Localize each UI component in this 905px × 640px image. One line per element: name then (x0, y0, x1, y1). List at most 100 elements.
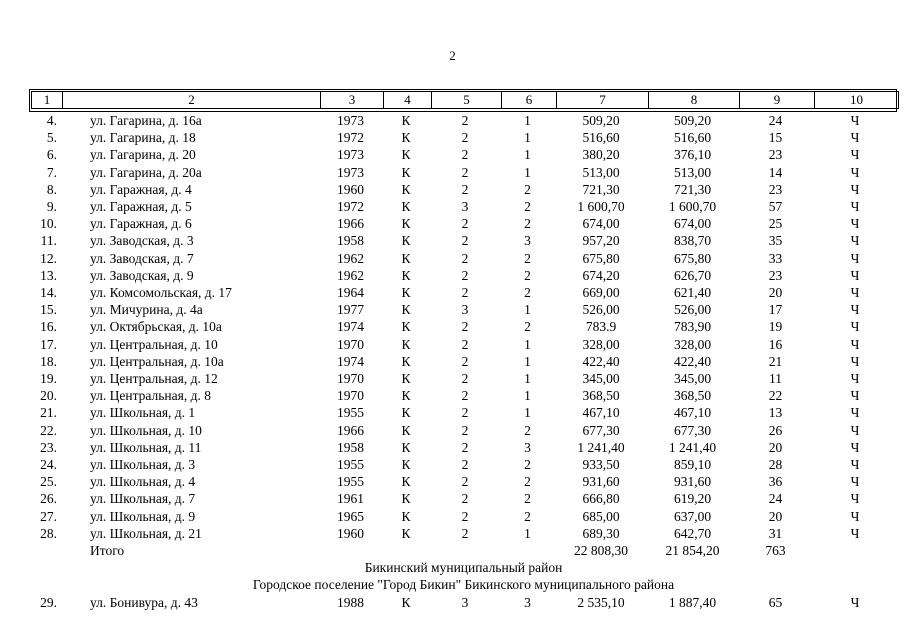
table-row: 16. ул. Октябрьская, д. 10а 1974 К 2 2 783.9 78… (30, 318, 897, 335)
cell: 24. (40, 457, 57, 473)
cell: 859,10 (673, 457, 712, 473)
cell: Ч (850, 353, 860, 369)
table-row: 19. ул. Центральная, д. 12 1970 К 2 1 345,00 34… (30, 370, 897, 387)
cell: 1962 (337, 267, 364, 283)
cell: 642,70 (673, 525, 712, 541)
cell: 23. (40, 439, 57, 455)
cell: Ч (850, 113, 860, 128)
table-row: 24. ул. Школьная, д. 3 1955 К 2 2 933,50 859,10… (30, 456, 897, 473)
cell: 36 (768, 474, 783, 490)
cell: 2 (461, 474, 469, 490)
cell: 1 (524, 164, 531, 180)
cell: 931,60 (673, 474, 712, 490)
cell: 24 (768, 113, 783, 128)
cell: 2 (524, 250, 531, 266)
cell: 1 (524, 130, 531, 146)
cell: К (401, 353, 411, 369)
cell: 26 (768, 422, 783, 438)
cell (430, 542, 500, 559)
cell: Ч (850, 233, 860, 249)
cell: ул. Школьная, д. 7 (90, 491, 196, 507)
cell: 2 (461, 285, 469, 301)
cell: 368,50 (582, 388, 620, 404)
cell: 637,00 (673, 508, 712, 524)
cell: ул. Гагарина, д. 18 (90, 130, 196, 146)
cell: 1 (524, 147, 531, 163)
cell: 28. (40, 525, 57, 541)
cell: К (401, 474, 411, 490)
cell: 1 (524, 302, 531, 318)
cell: 3 (524, 233, 531, 249)
cell: К (401, 147, 411, 163)
cell: 21. (40, 405, 57, 421)
cell: ул. Комсомольская, д. 17 (90, 285, 232, 301)
cell: 626,70 (673, 267, 712, 283)
column-header: 7 (556, 91, 649, 109)
cell: 931,60 (582, 474, 620, 490)
section-row: Городское поселение "Город Бикин" Бикинс… (30, 576, 897, 593)
cell: К (401, 508, 411, 524)
cell: 526,00 (582, 302, 620, 318)
cell: 13. (40, 267, 57, 283)
table-row: 12. ул. Заводская, д. 7 1962 К 2 2 675,80 675,8… (30, 250, 897, 267)
cell: 2 (461, 388, 469, 404)
cell: ул. Школьная, д. 4 (90, 474, 196, 490)
cell: К (401, 181, 411, 197)
cell: 1 600,70 (577, 199, 625, 215)
cell: К (401, 388, 411, 404)
cell: 2 (524, 319, 531, 335)
page-number: 2 (449, 48, 456, 63)
cell: Ч (850, 302, 860, 318)
cell: 1988 (337, 594, 364, 610)
cell: ул. Гаражная, д. 6 (90, 216, 192, 232)
cell: ул. Школьная, д. 9 (90, 508, 196, 524)
cell: 666,80 (582, 491, 620, 507)
cell: 2 (461, 405, 469, 421)
cell (30, 542, 61, 559)
column-header: 4 (383, 91, 432, 109)
cell: 24 (768, 491, 783, 507)
cell: 2 (461, 164, 469, 180)
cell: 28 (768, 457, 783, 473)
table-row: 8. ул. Гаражная, д. 4 1960 К 2 2 721,30 721,30 2… (30, 181, 897, 198)
cell: 20 (768, 285, 783, 301)
cell: К (401, 319, 411, 335)
cell: 2 (461, 371, 469, 387)
cell: 16 (768, 336, 783, 352)
cell: ул. Школьная, д. 10 (90, 422, 202, 438)
cell: 20 (768, 439, 783, 455)
cell: 1 (524, 371, 531, 387)
table-row: 25. ул. Школьная, д. 4 1955 К 2 2 931,60 931,60… (30, 473, 897, 490)
cell: 21 (768, 353, 783, 369)
cell: 621,40 (673, 285, 712, 301)
table-row: 6. ул. Гагарина, д. 20 1973 К 2 1 380,20 376,10… (30, 146, 897, 163)
cell: 25 (768, 216, 783, 232)
cell: 5. (46, 130, 57, 146)
cell: Итого (90, 543, 125, 559)
cell: 27. (40, 508, 57, 524)
cell: 677,30 (582, 422, 620, 438)
cell: Ч (850, 388, 860, 404)
table-row: 27. ул. Школьная, д. 9 1965 К 2 2 685,00 637,00… (30, 508, 897, 525)
column-header: 8 (648, 91, 740, 109)
cell: К (401, 113, 411, 128)
cell: ул. Центральная, д. 10 (90, 336, 218, 352)
cell: 23 (768, 267, 783, 283)
cell: 1972 (337, 199, 364, 215)
cell: 14. (40, 285, 57, 301)
cell: 1958 (337, 233, 364, 249)
cell: 677,30 (673, 422, 712, 438)
cell: ул. Гагарина, д. 20 (90, 147, 196, 163)
table-row: 28. ул. Школьная, д. 21 1960 К 2 1 689,30 642,7… (30, 525, 897, 542)
column-header: 3 (320, 91, 384, 109)
cell: ул. Гагарина, д. 20а (90, 164, 202, 180)
cell: 2 (461, 439, 469, 455)
cell: 23 (768, 147, 783, 163)
table-row: 5. ул. Гагарина, д. 18 1972 К 2 1 516,60 516,60… (30, 129, 897, 146)
column-header: 6 (501, 91, 557, 109)
cell: 933,50 (582, 457, 620, 473)
cell: 2 (461, 267, 469, 283)
cell: 31 (768, 525, 783, 541)
cell: 13 (768, 405, 783, 421)
